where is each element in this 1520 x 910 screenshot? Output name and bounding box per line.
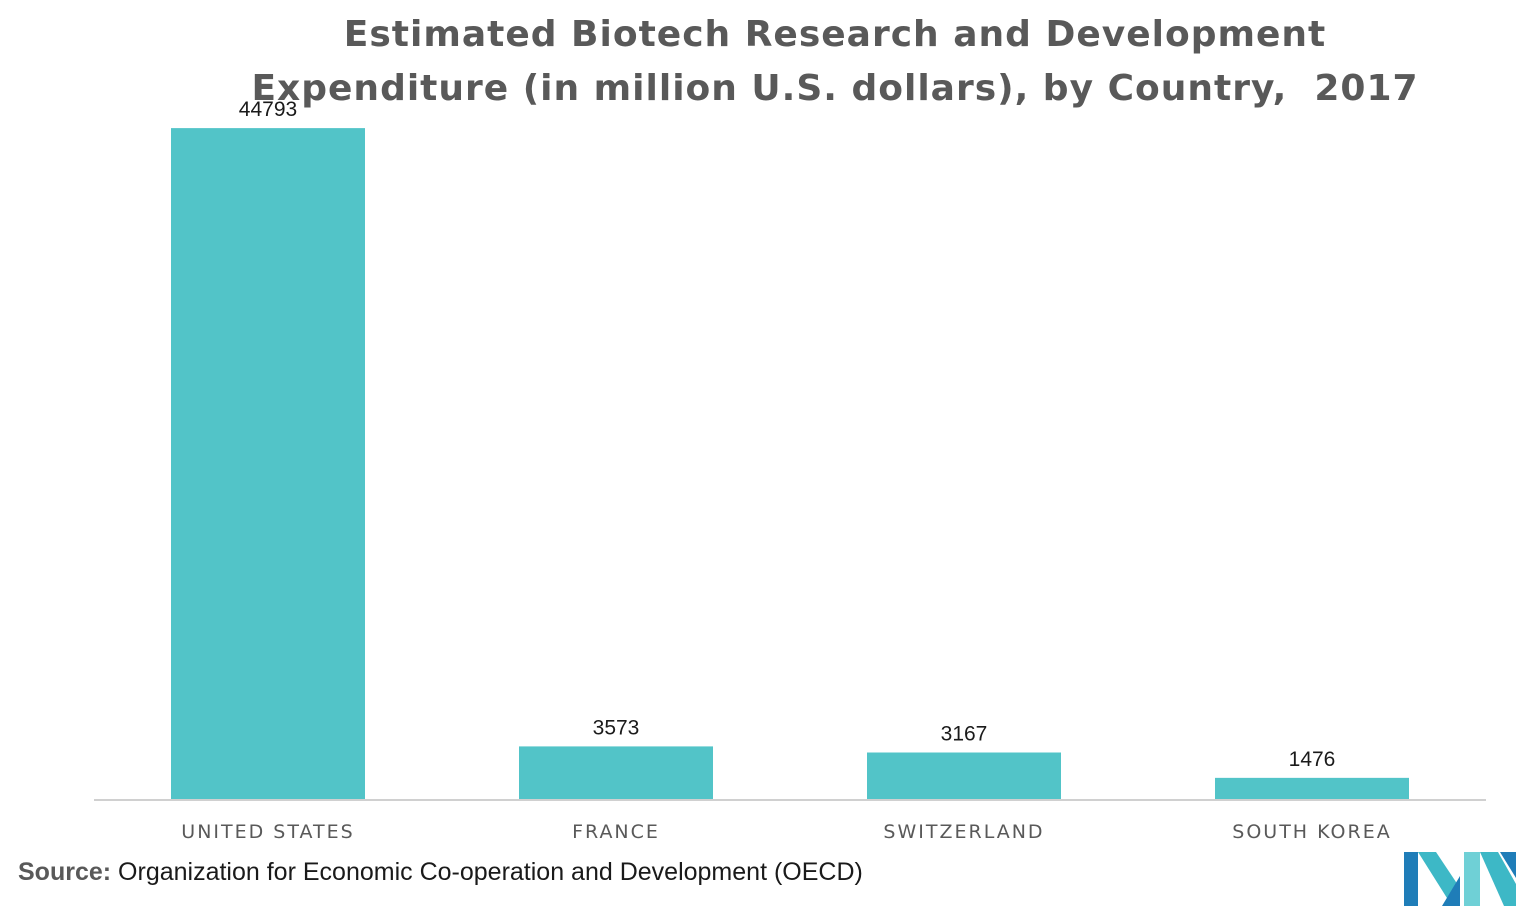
chart-title: Estimated Biotech Research and Developme… (150, 8, 1520, 116)
x-tick-labels-group: UNITED STATES FRANCE SWITZERLAND SOUTH KORE… (181, 821, 1391, 843)
x-tick-label-south-korea: SOUTH KOREA (1232, 821, 1391, 843)
logo-shape-4 (1464, 852, 1480, 906)
logo-shape-6 (1500, 852, 1516, 878)
chart-title-line-2: Expenditure (in million U.S. dollars), b… (251, 68, 1419, 109)
bar-switzerland (867, 752, 1061, 800)
x-tick-label-switzerland: SWITZERLAND (883, 821, 1044, 843)
x-tick-label-united-states: UNITED STATES (181, 821, 354, 843)
logo-shape-1 (1404, 852, 1418, 906)
data-labels-group: 44793 3573 3167 1476 (239, 98, 1336, 771)
logo-shape-2 (1418, 852, 1460, 906)
mordor-intelligence-logo-icon (1404, 852, 1516, 906)
logo-shape-3 (1442, 876, 1460, 906)
logo-shape-5 (1480, 852, 1516, 906)
bar-united-states (171, 128, 365, 801)
x-tick-label-france: FRANCE (572, 821, 660, 843)
data-label-switzerland: 3167 (941, 722, 988, 745)
chart-title-line-1: Estimated Biotech Research and Developme… (343, 14, 1327, 55)
data-label-france: 3573 (593, 716, 640, 739)
bar-france (519, 746, 713, 800)
data-label-united-states: 44793 (239, 98, 297, 121)
source-text: Organization for Economic Co-operation a… (118, 858, 863, 886)
bar-south-korea (1215, 777, 1409, 800)
source-note: Source: Organization for Economic Co-ope… (18, 858, 863, 887)
source-label: Source: (18, 858, 112, 886)
bar-chart: 44793 3573 3167 1476 UNITED STATES FRANCE SWI… (94, 98, 1486, 843)
bars-group (171, 128, 1409, 801)
data-label-south-korea: 1476 (1289, 748, 1336, 771)
